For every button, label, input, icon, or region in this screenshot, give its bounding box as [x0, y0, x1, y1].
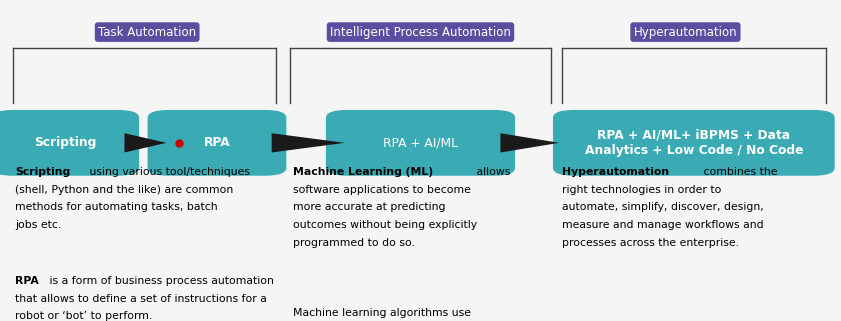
Text: automate, simplify, discover, design,: automate, simplify, discover, design,	[562, 202, 764, 212]
Text: outcomes without being explicitly: outcomes without being explicitly	[293, 220, 477, 230]
Text: processes across the enterprise.: processes across the enterprise.	[562, 238, 738, 247]
Polygon shape	[272, 133, 345, 152]
Text: is a form of business process automation: is a form of business process automation	[45, 276, 273, 286]
Text: software applications to become: software applications to become	[293, 185, 471, 195]
Text: Scripting: Scripting	[34, 136, 97, 149]
Polygon shape	[500, 133, 559, 152]
Text: RPA + AI/ML: RPA + AI/ML	[383, 136, 458, 149]
Polygon shape	[124, 133, 167, 152]
Text: RPA: RPA	[15, 276, 39, 286]
Text: measure and manage workflows and: measure and manage workflows and	[562, 220, 764, 230]
Text: more accurate at predicting: more accurate at predicting	[293, 202, 445, 212]
Text: (shell, Python and the like) are common: (shell, Python and the like) are common	[15, 185, 234, 195]
FancyBboxPatch shape	[148, 110, 286, 176]
Text: combines the: combines the	[700, 167, 778, 177]
Text: Hyperautomation: Hyperautomation	[562, 167, 669, 177]
Text: jobs etc.: jobs etc.	[15, 220, 61, 230]
FancyBboxPatch shape	[325, 110, 515, 176]
Text: methods for automating tasks, batch: methods for automating tasks, batch	[15, 202, 218, 212]
Text: programmed to do so.: programmed to do so.	[293, 238, 415, 247]
Text: Task Automation: Task Automation	[98, 26, 196, 39]
Text: RPA: RPA	[204, 136, 230, 149]
Text: Machine Learning (ML): Machine Learning (ML)	[293, 167, 433, 177]
Text: Hyperautomation: Hyperautomation	[633, 26, 738, 39]
Text: that allows to define a set of instructions for a: that allows to define a set of instructi…	[15, 294, 267, 304]
FancyBboxPatch shape	[553, 110, 834, 176]
Text: using various tool/techniques: using various tool/techniques	[87, 167, 251, 177]
Text: robot or ‘bot’ to perform.: robot or ‘bot’ to perform.	[15, 311, 152, 321]
Text: Intelligent Process Automation: Intelligent Process Automation	[330, 26, 511, 39]
Text: Machine learning algorithms use: Machine learning algorithms use	[293, 308, 471, 318]
Text: Scripting: Scripting	[15, 167, 71, 177]
Text: RPA + AI/ML+ iBPMS + Data
Analytics + Low Code / No Code: RPA + AI/ML+ iBPMS + Data Analytics + Lo…	[584, 128, 803, 157]
Text: allows: allows	[473, 167, 510, 177]
FancyBboxPatch shape	[0, 110, 139, 176]
Text: right technologies in order to: right technologies in order to	[562, 185, 722, 195]
